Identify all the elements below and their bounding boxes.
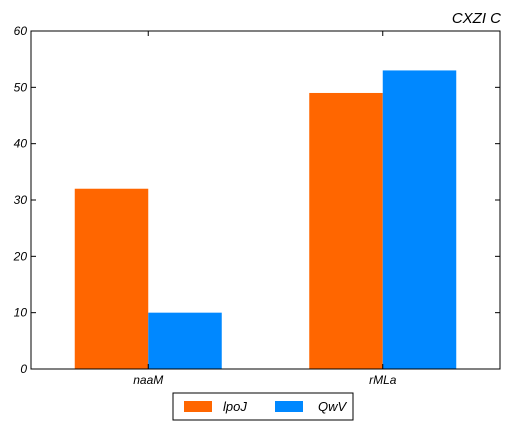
y-tick-label: 60 xyxy=(14,24,28,38)
legend-label-QwV: QwV xyxy=(318,399,348,414)
y-tick-label: 40 xyxy=(14,137,28,151)
legend-label-lpoJ: lpoJ xyxy=(223,399,247,414)
legend-swatch-QwV xyxy=(275,401,303,412)
y-tick-label: 20 xyxy=(13,249,28,263)
legend-swatch-lpoJ xyxy=(184,401,212,412)
y-axis: 0 10 20 30 40 50 60 xyxy=(13,24,500,376)
chart-title: CXZI C xyxy=(452,10,501,27)
x-tick-label: naaM xyxy=(133,373,163,387)
bar-QwV-rMLa xyxy=(382,70,457,369)
y-tick-label: 0 xyxy=(20,362,27,376)
y-tick-label: 50 xyxy=(14,80,28,94)
legend: lpoJ QwV xyxy=(172,392,354,421)
bar-lpoJ-rMLa xyxy=(309,92,383,369)
bars-layer xyxy=(74,70,457,369)
bar-QwV-naaM xyxy=(148,312,222,369)
x-axis: naaM rMLa xyxy=(133,31,397,387)
x-tick-label: rMLa xyxy=(369,373,397,387)
y-tick-label: 10 xyxy=(14,306,28,320)
y-tick-label: 30 xyxy=(14,193,28,207)
bar-lpoJ-naaM xyxy=(74,188,149,369)
